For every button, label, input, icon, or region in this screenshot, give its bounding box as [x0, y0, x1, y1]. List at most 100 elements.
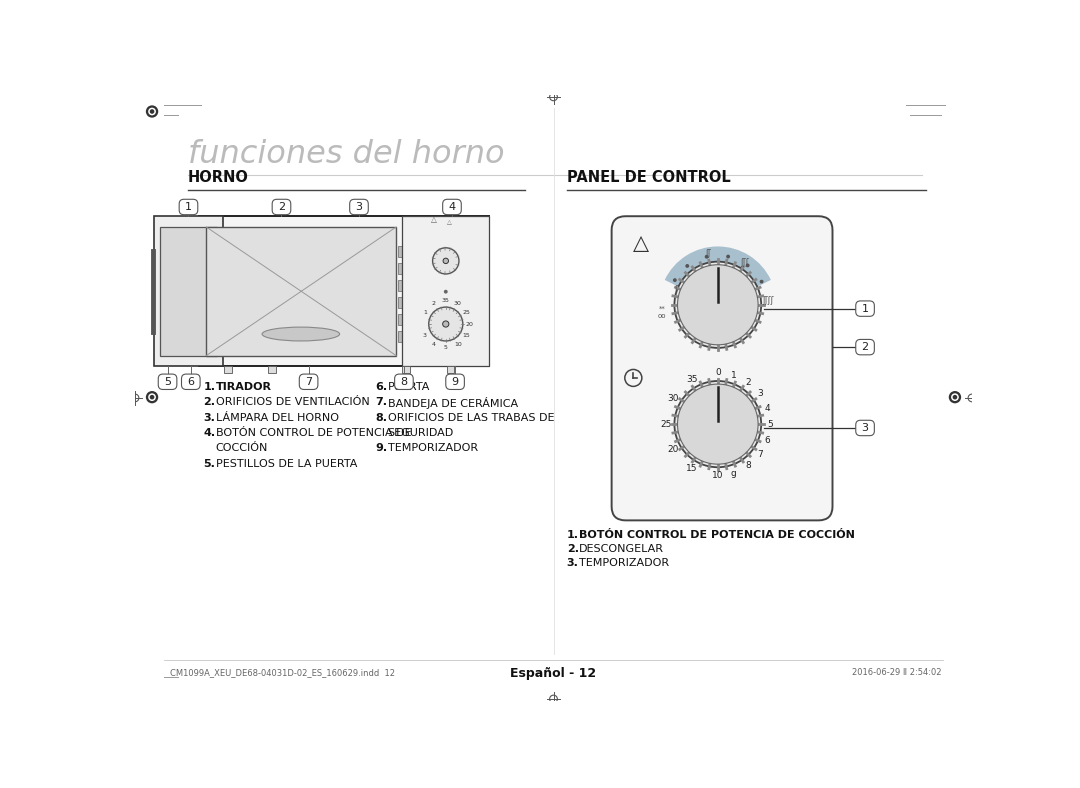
Text: 20: 20	[465, 322, 474, 326]
Circle shape	[948, 391, 961, 403]
Text: 1.: 1.	[203, 381, 215, 392]
Text: 2016-06-29 Ⅱ 2:54:02: 2016-06-29 Ⅱ 2:54:02	[851, 668, 941, 677]
Bar	[397, 263, 403, 274]
Text: 6: 6	[765, 436, 770, 444]
FancyBboxPatch shape	[159, 374, 177, 389]
Text: TIRADOR: TIRADOR	[216, 381, 271, 392]
Circle shape	[759, 280, 764, 284]
Text: 25: 25	[660, 420, 672, 429]
Text: 1.: 1.	[567, 530, 579, 541]
Circle shape	[677, 265, 758, 345]
Text: 10: 10	[454, 342, 461, 348]
Circle shape	[429, 307, 463, 341]
Circle shape	[146, 391, 159, 403]
Text: 3: 3	[757, 389, 762, 398]
Text: △: △	[633, 233, 649, 253]
FancyBboxPatch shape	[299, 374, 318, 389]
Text: 2: 2	[432, 301, 435, 306]
Text: oo: oo	[658, 313, 666, 318]
Bar	[153, 216, 224, 366]
Text: 7: 7	[757, 450, 762, 459]
Text: 1: 1	[731, 370, 737, 380]
Text: funciones del horno: funciones del horno	[188, 139, 504, 170]
Text: BANDEJA DE CERÁMICA: BANDEJA DE CERÁMICA	[388, 397, 517, 409]
Text: 35: 35	[442, 298, 449, 303]
Bar	[397, 280, 403, 291]
Circle shape	[433, 247, 459, 274]
Text: ʃ: ʃ	[674, 285, 676, 294]
Text: 3.: 3.	[567, 558, 579, 568]
Circle shape	[673, 278, 677, 282]
Text: 25: 25	[462, 310, 471, 314]
Text: 2: 2	[278, 202, 285, 212]
Text: PESTILLOS DE LA PUERTA: PESTILLOS DE LA PUERTA	[216, 459, 357, 469]
Text: 1: 1	[185, 202, 192, 212]
Circle shape	[674, 381, 761, 467]
Text: 4: 4	[448, 202, 456, 212]
Text: 15: 15	[462, 333, 471, 339]
Text: 9.: 9.	[375, 444, 388, 453]
Circle shape	[146, 106, 159, 117]
Text: 5: 5	[444, 345, 448, 351]
Text: 6: 6	[187, 377, 194, 387]
FancyBboxPatch shape	[855, 340, 875, 355]
Bar	[397, 297, 403, 308]
Bar	[225, 366, 232, 374]
Text: g: g	[731, 469, 737, 478]
Text: △: △	[447, 219, 453, 224]
Text: 1: 1	[423, 310, 427, 314]
Bar	[397, 246, 403, 257]
Bar	[199, 216, 489, 366]
Text: 6.: 6.	[375, 381, 388, 392]
Text: 3.: 3.	[203, 413, 215, 422]
Text: 8: 8	[401, 377, 407, 387]
Bar	[403, 366, 410, 374]
FancyBboxPatch shape	[855, 420, 875, 436]
FancyBboxPatch shape	[611, 216, 833, 520]
Text: 1: 1	[862, 303, 868, 314]
Text: ʃʃʃ: ʃʃʃ	[741, 258, 750, 267]
Bar	[397, 331, 403, 342]
Text: HORNO: HORNO	[188, 170, 248, 185]
FancyBboxPatch shape	[394, 374, 414, 389]
FancyBboxPatch shape	[272, 199, 291, 214]
Text: 2: 2	[862, 342, 868, 352]
Text: ʃʃʃʃ: ʃʃʃʃ	[762, 296, 774, 306]
Circle shape	[951, 393, 959, 401]
Circle shape	[686, 264, 689, 268]
Circle shape	[953, 395, 957, 400]
Text: 35: 35	[686, 375, 698, 384]
Text: TEMPORIZADOR: TEMPORIZADOR	[388, 444, 477, 453]
Text: 2.: 2.	[203, 397, 215, 407]
Bar	[206, 227, 396, 355]
Text: 10: 10	[712, 471, 724, 480]
Circle shape	[443, 258, 448, 263]
Text: DESCONGELAR: DESCONGELAR	[579, 545, 664, 554]
Text: 20: 20	[667, 445, 678, 455]
Circle shape	[148, 108, 156, 115]
Text: 30: 30	[454, 301, 462, 306]
Bar	[403, 216, 489, 366]
Circle shape	[674, 262, 761, 348]
Text: PANEL DE CONTROL: PANEL DE CONTROL	[567, 170, 730, 185]
Text: 4: 4	[765, 403, 770, 413]
Circle shape	[150, 110, 154, 113]
FancyBboxPatch shape	[179, 199, 198, 214]
Text: **: **	[659, 306, 665, 311]
Bar	[219, 229, 224, 237]
Text: Español - 12: Español - 12	[511, 667, 596, 680]
Text: 2: 2	[745, 378, 751, 387]
Bar	[268, 366, 276, 374]
Circle shape	[705, 255, 708, 258]
Text: ʃʃ: ʃʃ	[705, 250, 712, 258]
Circle shape	[148, 393, 156, 401]
Text: 5.: 5.	[203, 459, 215, 469]
Text: BOTÓN CONTROL DE POTENCIA DE: BOTÓN CONTROL DE POTENCIA DE	[216, 428, 411, 438]
Text: 8: 8	[745, 461, 752, 470]
Text: PUERTA: PUERTA	[388, 381, 430, 392]
Ellipse shape	[262, 327, 339, 341]
Text: 7.: 7.	[375, 397, 388, 407]
Text: 8.: 8.	[375, 413, 388, 422]
Text: 9: 9	[451, 377, 459, 387]
Circle shape	[726, 255, 730, 258]
